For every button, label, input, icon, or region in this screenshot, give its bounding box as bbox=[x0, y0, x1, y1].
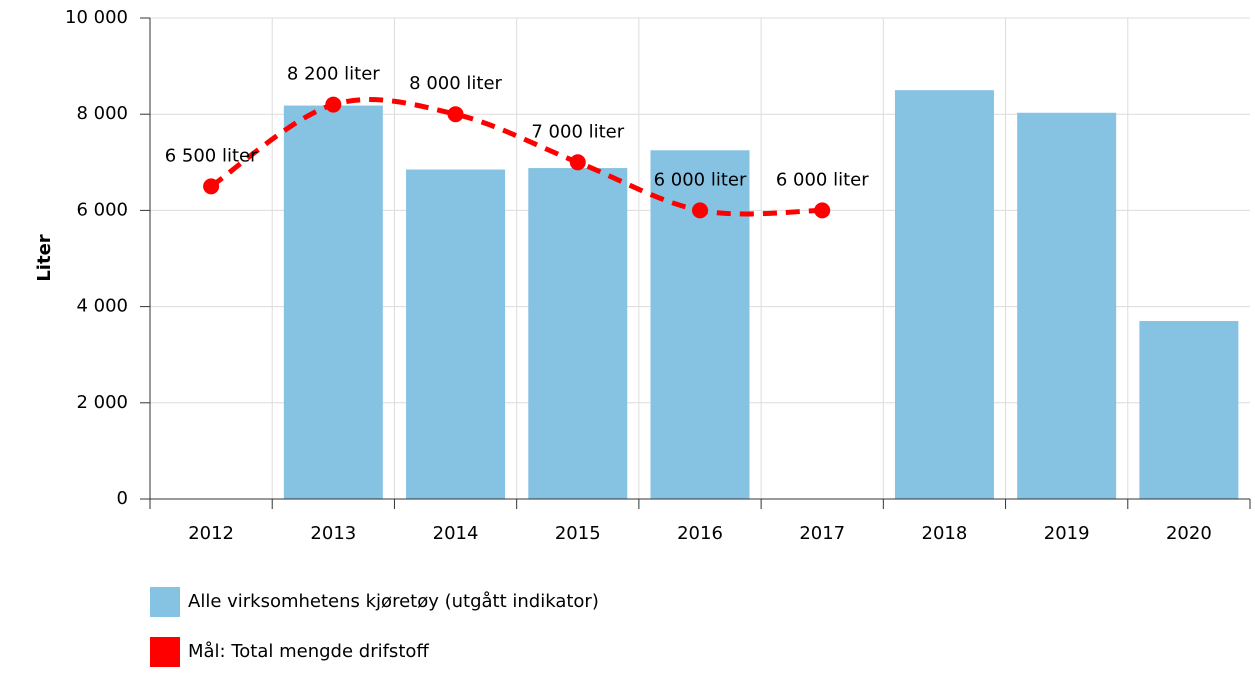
line-point bbox=[203, 178, 220, 195]
bar bbox=[283, 105, 383, 500]
x-tick-label: 2013 bbox=[310, 523, 356, 544]
x-tick-label: 2012 bbox=[188, 523, 234, 544]
line-point bbox=[692, 202, 708, 219]
bar bbox=[894, 90, 994, 500]
legend-label: Alle virksomhetens kjøretøy (utgått indi… bbox=[188, 591, 599, 612]
x-tick-label: 2020 bbox=[1166, 523, 1212, 544]
bar bbox=[406, 169, 506, 499]
x-tick-label: 2015 bbox=[555, 523, 601, 544]
legend-swatch bbox=[150, 637, 180, 667]
y-tick-label: 10 000 bbox=[65, 7, 128, 28]
data-label: 6 000 liter bbox=[654, 169, 747, 190]
legend-swatch bbox=[150, 587, 180, 617]
x-tick-label: 2016 bbox=[677, 523, 723, 544]
line-point bbox=[569, 154, 586, 171]
bar bbox=[1017, 112, 1117, 499]
data-label: 6 000 liter bbox=[776, 169, 869, 190]
x-tick-label: 2017 bbox=[799, 523, 845, 544]
y-tick-label: 0 bbox=[117, 488, 128, 509]
y-tick-label: 4 000 bbox=[76, 296, 128, 317]
bar bbox=[1139, 321, 1239, 499]
data-label: 8 200 liter bbox=[287, 64, 380, 85]
x-tick-label: 2018 bbox=[922, 523, 968, 544]
y-tick-label: 2 000 bbox=[76, 392, 128, 413]
line-point bbox=[447, 106, 464, 123]
data-label: 6 500 liter bbox=[165, 145, 258, 166]
bar bbox=[528, 168, 628, 499]
line-point bbox=[325, 96, 342, 113]
legend-label: Mål: Total mengde drifstoff bbox=[188, 641, 429, 662]
line bbox=[209, 97, 823, 217]
y-tick-label: 8 000 bbox=[76, 103, 128, 124]
line-point bbox=[814, 202, 831, 219]
y-tick-label: 6 000 bbox=[76, 199, 128, 220]
data-label: 7 000 liter bbox=[531, 121, 624, 142]
y-axis-title: Liter bbox=[34, 234, 55, 281]
data-label: 8 000 liter bbox=[409, 73, 502, 94]
x-tick-label: 2019 bbox=[1044, 523, 1090, 544]
x-tick-label: 2014 bbox=[433, 523, 479, 544]
